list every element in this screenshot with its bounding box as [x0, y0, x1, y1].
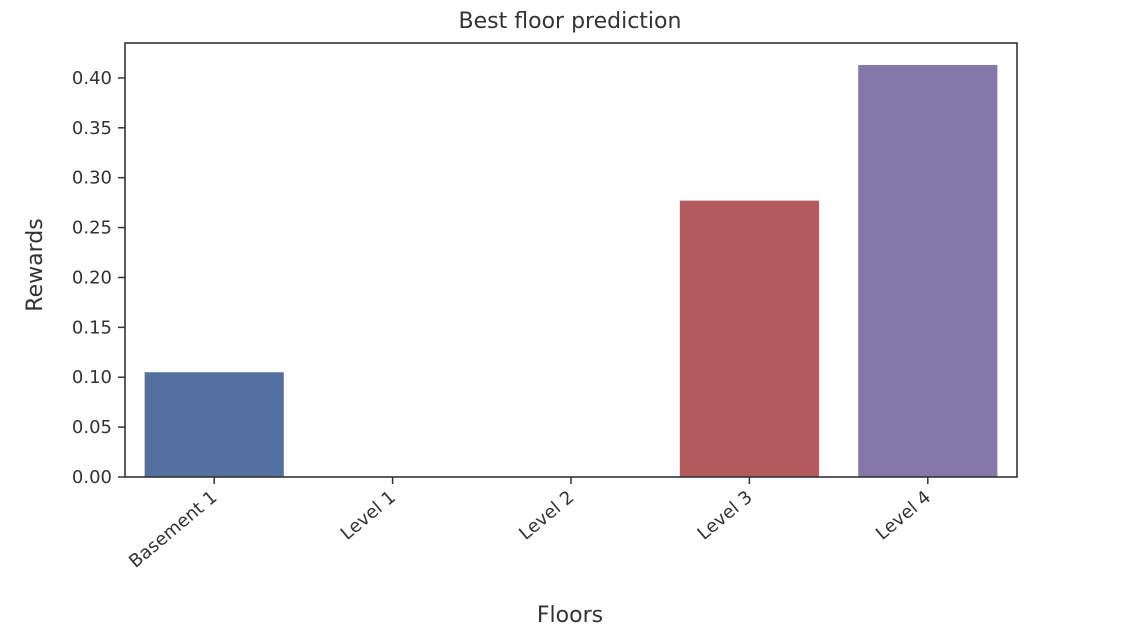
plot-frame — [124, 42, 1018, 478]
x-tick-label: Level 4 — [872, 487, 935, 545]
bar-basement-1 — [144, 372, 284, 477]
y-tick-label: 0.20 — [72, 267, 112, 288]
x-tick-label: Level 3 — [694, 487, 757, 545]
y-tick-label: 0.35 — [72, 118, 112, 139]
y-axis-label: Rewards — [23, 218, 48, 311]
y-tick-label: 0.15 — [72, 317, 112, 338]
y-tick-label: 0.10 — [72, 367, 112, 388]
plot-area: 0.00 0.05 0.10 0.15 0.20 0.25 0.30 0.35 0.40 Base… — [72, 64, 998, 573]
x-axis-label: Floors — [537, 603, 603, 628]
bar-level-4 — [858, 64, 998, 477]
x-tick-label: Level 1 — [337, 487, 400, 545]
x-tick-label: Level 2 — [515, 487, 578, 545]
y-tick-label: 0.25 — [72, 218, 112, 239]
y-tick-label: 0.00 — [72, 467, 112, 488]
y-tick-label: 0.40 — [72, 68, 112, 89]
y-tick-label: 0.05 — [72, 417, 112, 438]
bar-level-3 — [679, 200, 819, 477]
y-tick-label: 0.30 — [72, 168, 112, 189]
chart-title: Best floor prediction — [459, 9, 682, 34]
x-tick-label: Basement 1 — [125, 487, 221, 573]
